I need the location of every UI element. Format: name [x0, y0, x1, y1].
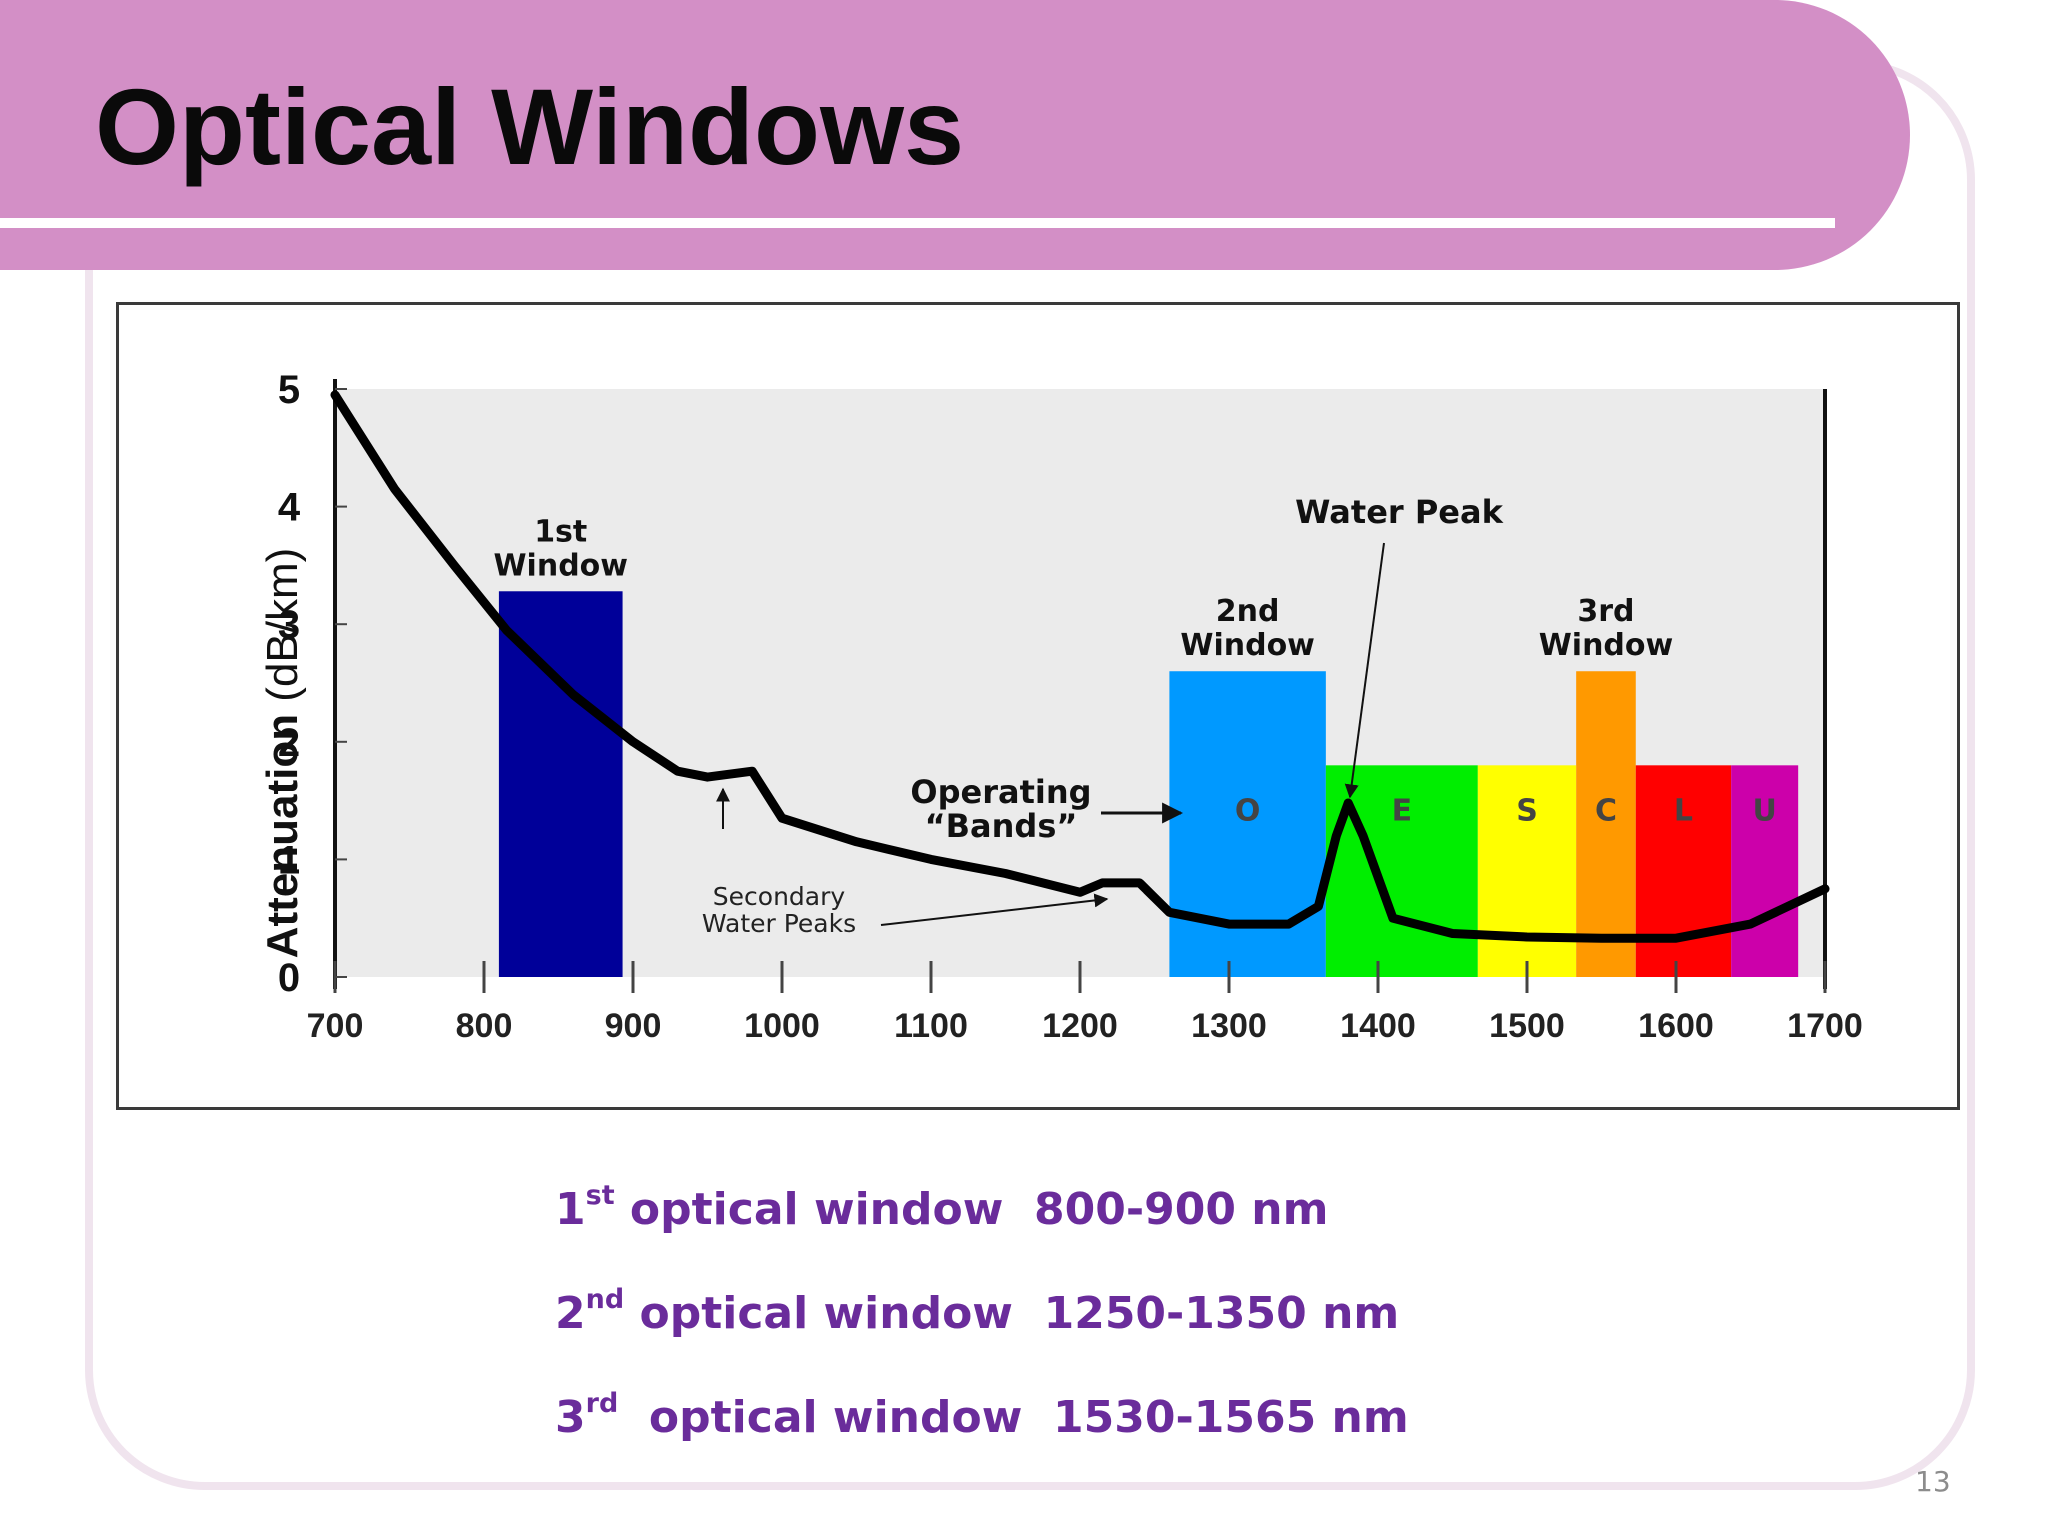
x-tick-label: 1200	[1042, 1007, 1118, 1045]
window-label: 1st Window	[493, 514, 628, 583]
band-region-c	[1576, 671, 1636, 977]
x-tick-label: 1400	[1340, 1007, 1416, 1045]
attenuation-curve	[330, 390, 1830, 943]
band-letter-c: C	[1595, 794, 1617, 829]
x-tick-label: 1100	[894, 1007, 968, 1045]
y-tick-label: 4	[278, 486, 301, 530]
caption-first-window: 1st optical window 800-900 nm	[555, 1180, 1329, 1235]
x-tick-label: 800	[456, 1007, 513, 1045]
band-region-u	[1731, 765, 1799, 977]
title-divider	[0, 218, 1835, 228]
x-tick-label: 1500	[1489, 1007, 1565, 1045]
operating-bands-label: Operating “Bands”	[910, 773, 1091, 845]
window-label: 3rd Window	[1539, 594, 1674, 663]
x-tick-label: 1700	[1787, 1007, 1863, 1045]
y-axis-label: Attenuation (dB/km)	[258, 548, 307, 959]
band-letter-s: S	[1516, 794, 1538, 829]
x-tick-label: 1300	[1191, 1007, 1267, 1045]
x-tick-label: 700	[307, 1007, 364, 1045]
y-tick-label: 1	[278, 838, 300, 882]
caption-second-window: 2nd optical window 1250-1350 nm	[555, 1284, 1400, 1339]
band-region-window-1	[498, 591, 623, 977]
y-tick-label: 2	[278, 721, 300, 765]
window-label: 2nd Window	[1180, 594, 1315, 663]
caption-third-window: 3rd optical window 1530-1565 nm	[555, 1388, 1409, 1443]
y-tick-label: 0	[278, 956, 300, 1000]
page-number: 13	[1915, 1465, 1951, 1498]
water-peak-arrow	[1344, 542, 1385, 799]
band-letter-e: E	[1392, 794, 1413, 829]
y-tick-label: 5	[278, 368, 300, 412]
band-letter-l: L	[1674, 794, 1693, 829]
slide-title: Optical Windows	[95, 66, 965, 187]
x-tick-label: 900	[605, 1007, 662, 1045]
y-tick-label: 3	[278, 603, 300, 647]
x-tick-label: 1000	[744, 1007, 820, 1045]
band-letter-o: O	[1235, 794, 1261, 829]
secondary-water-peaks-label: Secondary Water Peaks	[702, 882, 856, 938]
band-letter-u: U	[1752, 794, 1776, 829]
x-tick-label: 1600	[1638, 1007, 1714, 1045]
water-peak-label: Water Peak	[1295, 493, 1503, 531]
attenuation-chart: 0 1 2 3 4 5 700 800 900 1000 1100 1200 1300 1400 1500 1…	[116, 302, 1960, 1110]
secondary-peak-arrow-2	[880, 893, 1109, 926]
attenuation-chart-svg: 0 1 2 3 4 5 700 800 900 1000 1100 1200 1300 1400 1500 1…	[258, 368, 1863, 1045]
